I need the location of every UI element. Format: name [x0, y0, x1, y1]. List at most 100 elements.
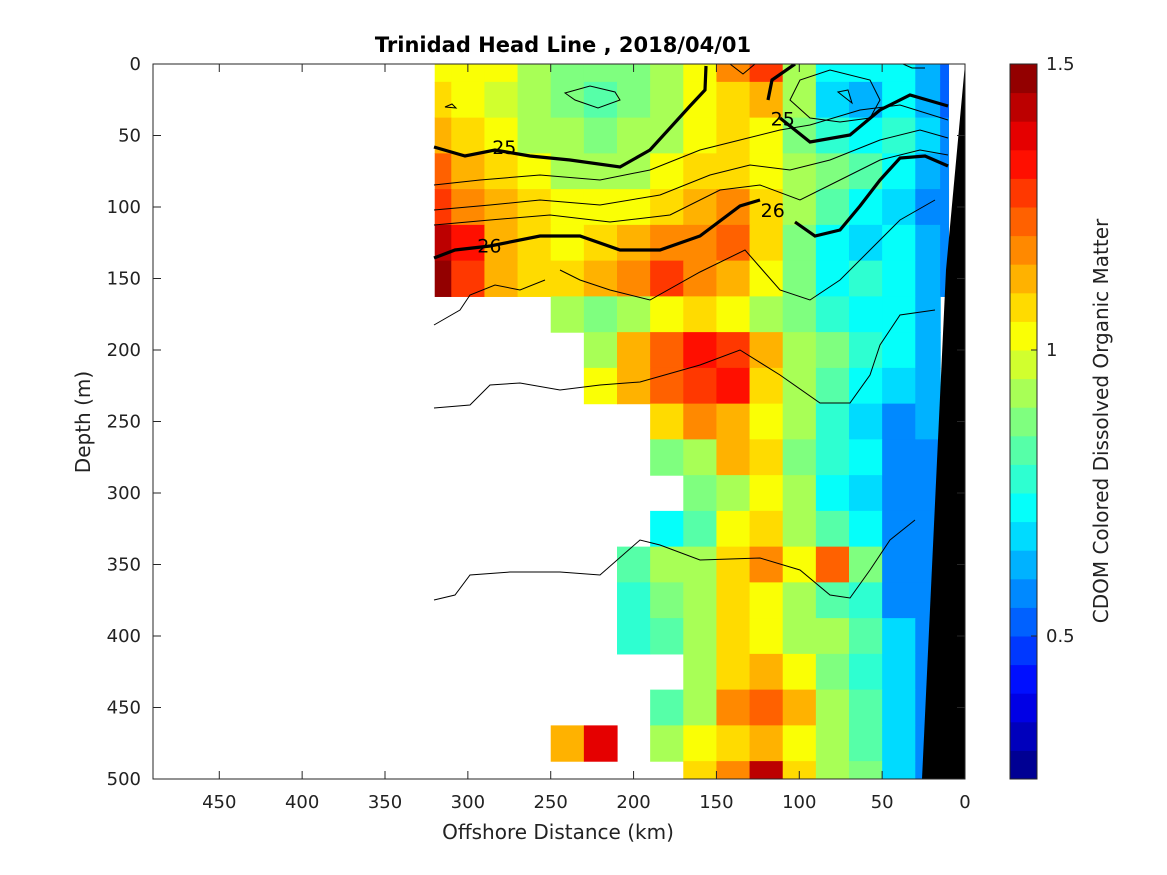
heatmap-cell	[716, 439, 751, 476]
colorbar-label: CDOM Colored Dissolved Organic Matter	[1089, 218, 1113, 623]
heatmap-cell	[815, 296, 850, 333]
heatmap-cell	[683, 582, 718, 619]
colorbar	[1010, 64, 1037, 780]
heatmap-cells	[434, 64, 950, 779]
heatmap-cell	[484, 260, 519, 297]
heatmap-cell	[650, 439, 684, 476]
heatmap-cell	[650, 260, 684, 297]
colorbar-segment	[1010, 750, 1037, 780]
heatmap-cell	[517, 64, 552, 83]
heatmap-cell	[650, 582, 684, 619]
heatmap-cell	[650, 153, 684, 190]
heatmap-cell	[782, 725, 817, 762]
heatmap-cell	[617, 618, 651, 655]
heatmap-cell	[550, 81, 585, 119]
heatmap-cell	[451, 153, 486, 190]
contour-line-thick-25-loop	[779, 93, 949, 144]
heatmap-cell	[849, 439, 883, 476]
heatmap-cell	[550, 260, 585, 297]
contour-labels: 25 25 26 26	[477, 108, 795, 257]
x-axis-label: Offshore Distance (km)	[442, 820, 674, 844]
heatmap-cell	[617, 117, 651, 154]
heatmap-cell	[782, 81, 817, 119]
heatmap-cell	[434, 189, 452, 226]
heatmap-cell	[882, 64, 916, 83]
heatmap-cell	[434, 64, 452, 83]
contour-line-thick-26	[433, 198, 761, 260]
heatmap-cell	[517, 189, 552, 226]
heatmap-cell	[940, 224, 950, 262]
contour-line-thin-12	[729, 64, 756, 75]
heatmap-cell	[650, 332, 684, 369]
heatmap-cell	[716, 117, 751, 154]
contour-line-thin-10	[836, 89, 853, 105]
heatmap-cell	[617, 81, 651, 119]
heatmap-cell	[683, 189, 718, 226]
heatmap-cell	[617, 546, 651, 583]
heatmap-cell	[716, 618, 751, 655]
heatmap-cell	[782, 224, 817, 262]
heatmap-cell	[815, 332, 850, 369]
heatmap-cell	[650, 689, 684, 726]
chart-title: Trinidad Head Line , 2018/04/01	[375, 33, 751, 57]
colorbar-tick-label: 0.5	[1046, 626, 1075, 647]
x-tick-label: 200	[616, 792, 650, 813]
heatmap-cell	[882, 296, 916, 333]
heatmap-cell	[650, 367, 684, 405]
heatmap-cell	[782, 689, 817, 726]
contour-line-thick-26-east	[794, 154, 949, 238]
heatmap-cell	[617, 367, 651, 405]
heatmap-cell	[650, 64, 684, 83]
heatmap-cell	[815, 475, 850, 512]
heatmap-cell	[650, 189, 684, 226]
heatmap-cell	[749, 546, 784, 583]
contour-line-thin-11	[444, 103, 458, 109]
contour-label: 25	[771, 108, 795, 130]
heatmap-cell	[815, 510, 850, 548]
heatmap-cell	[940, 117, 950, 154]
heatmap-cell	[915, 260, 941, 297]
heatmap-cell	[849, 224, 883, 262]
contour-line-thick-25-east	[766, 64, 796, 101]
colorbar-segment	[1010, 721, 1037, 751]
heatmap-cell	[451, 117, 486, 154]
x-tick-label: 150	[699, 792, 733, 813]
heatmap-cell	[849, 332, 883, 369]
heatmap-cell	[815, 81, 850, 119]
heatmap-cell	[716, 153, 751, 190]
heatmap-cell	[915, 367, 941, 405]
colorbar-segment	[1010, 207, 1037, 237]
colorbar-segment	[1010, 178, 1037, 208]
colorbar-segment	[1010, 321, 1037, 351]
heatmap-cell	[683, 653, 718, 691]
heatmap-cell	[915, 296, 941, 333]
heatmap-cell	[849, 475, 883, 512]
colorbar-segment	[1010, 264, 1037, 294]
heatmap-cell	[517, 81, 552, 119]
x-tick-label: 450	[202, 792, 236, 813]
heatmap-cell	[484, 64, 519, 83]
heatmap-cell	[815, 260, 850, 297]
contour-line-thin-9	[789, 69, 881, 123]
heatmap-cell	[451, 64, 486, 83]
heatmap-cell	[849, 761, 883, 779]
heatmap-cell	[749, 153, 784, 190]
heatmap-cell	[849, 653, 883, 691]
colorbar-segment	[1010, 493, 1037, 523]
heatmap-cell	[882, 332, 916, 369]
heatmap-cell	[849, 546, 883, 583]
x-tick-label: 100	[782, 792, 816, 813]
heatmap-cell	[915, 332, 941, 369]
heatmap-cell	[882, 403, 916, 440]
heatmap-cell	[782, 546, 817, 583]
heatmap-cell	[940, 64, 950, 83]
heatmap-cell	[683, 64, 718, 83]
colorbar-tick-label: 1.5	[1046, 54, 1075, 75]
heatmap-cell	[782, 475, 817, 512]
colorbar-segment	[1010, 664, 1037, 694]
heatmap-cell	[716, 546, 751, 583]
heatmap-cell	[650, 725, 684, 762]
heatmap-cell	[782, 510, 817, 548]
heatmap-cell	[882, 117, 916, 154]
y-tick-label: 100	[107, 197, 141, 218]
